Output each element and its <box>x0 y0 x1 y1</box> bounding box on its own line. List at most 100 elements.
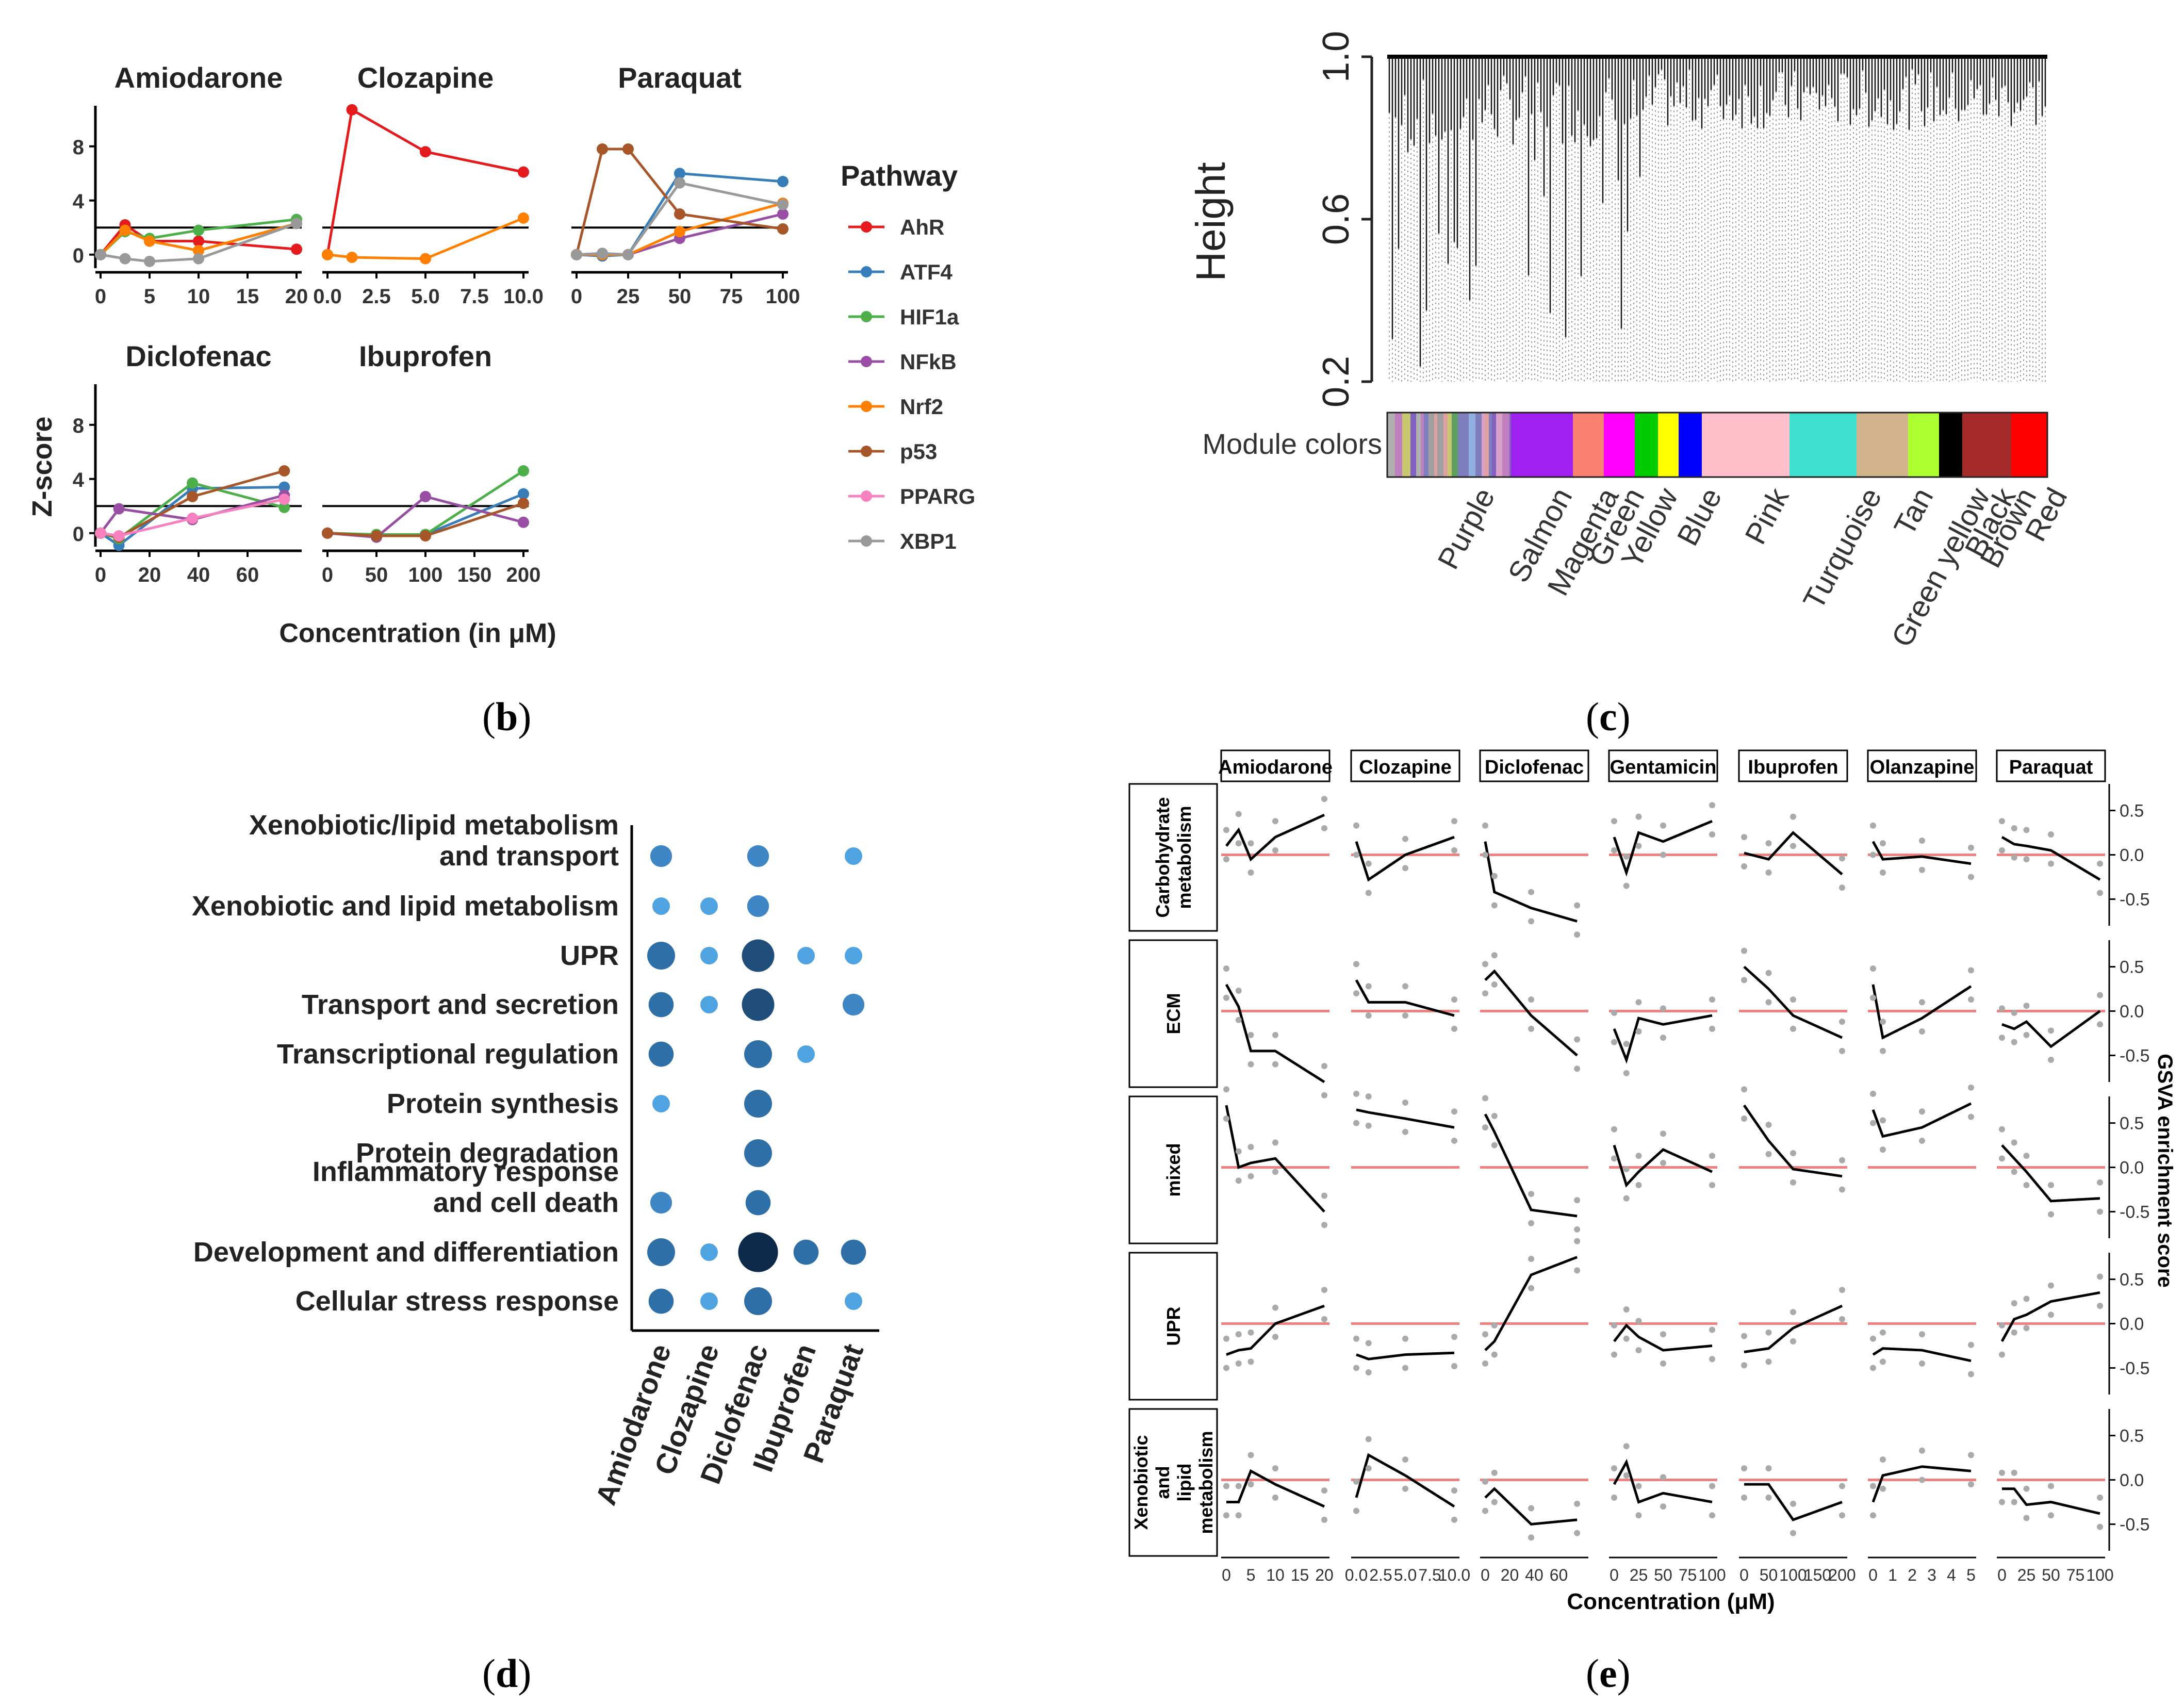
facet-title: Amiodarone <box>114 61 283 94</box>
gsva-x-tick-label: 0 <box>1868 1566 1878 1584</box>
facet-strip-label: Ibuprofen <box>1748 757 1838 778</box>
gsva-sample-point <box>1402 1335 1408 1342</box>
data-point <box>278 501 290 513</box>
gsva-sample-point <box>1709 1153 1715 1159</box>
gsva-mean-line <box>1484 969 1578 1057</box>
gsva-sample-point <box>1491 902 1498 909</box>
data-point <box>95 249 106 260</box>
x-tick-label: 60 <box>236 564 259 586</box>
gsva-sample-point <box>2023 1296 2030 1302</box>
gsva-sample-point <box>1574 931 1581 938</box>
gsva-sample-point <box>1870 1335 1876 1342</box>
x-tick-label: 2.5 <box>362 285 391 308</box>
facet-strip-label: Gentamicin <box>1610 757 1717 778</box>
dot-mark <box>650 1191 672 1214</box>
facet-diclofenac: Diclofenac 0 4 8 0 20 40 60 <box>73 340 302 586</box>
facet-title: Paraquat <box>618 61 742 94</box>
gsva-sample-point <box>1611 818 1617 825</box>
facet-strip-box <box>1867 749 1977 782</box>
data-point <box>674 226 685 238</box>
gsva-sample-point <box>1790 1179 1796 1186</box>
gsva-sample-point <box>1272 818 1278 825</box>
facet-strip-label: Clozapine <box>1359 757 1451 778</box>
data-point <box>346 104 358 116</box>
module-color-segment <box>1407 413 1410 477</box>
gsva-sample-point <box>1790 1309 1796 1316</box>
gsva-sample-point <box>1482 1360 1488 1367</box>
gsva-sample-point <box>1321 796 1327 802</box>
gsva-sample-point <box>1999 1322 2005 1329</box>
gsva-x-tick-label: 100 <box>1698 1566 1726 1584</box>
data-point <box>371 530 382 542</box>
data-point <box>420 146 431 158</box>
gsva-sample-point <box>1999 1126 2005 1133</box>
facet-paraquat: Paraquat 0 25 50 75 100 <box>571 61 800 308</box>
gsva-sample-point <box>1451 1137 1457 1144</box>
module-color-segment <box>1448 413 1452 477</box>
gsva-x-tick-label: 5 <box>1246 1566 1256 1584</box>
module-color-yellow <box>1658 413 1679 477</box>
module-color-segment <box>1434 413 1437 477</box>
gsva-sample-point <box>1482 1478 1488 1485</box>
gsva-sample-point <box>2097 1303 2103 1309</box>
gsva-x-tick-label: 25 <box>1630 1566 1648 1584</box>
gsva-sample-point <box>1741 1086 1747 1093</box>
gsva-sample-point <box>1321 1222 1327 1228</box>
module-color-segment <box>1506 413 1509 477</box>
facet-row-label: lipid <box>1174 1464 1195 1502</box>
gsva-sample-point <box>1870 1512 1876 1519</box>
gsva-sample-point <box>1574 1226 1581 1233</box>
module-color-segment <box>1428 413 1434 477</box>
gsva-sample-point <box>1482 990 1488 997</box>
gsva-sample-point <box>1741 947 1747 954</box>
gsva-sample-point <box>1611 1322 1617 1329</box>
facet-strip-box <box>1996 749 2106 782</box>
gsva-sample-point <box>1870 1365 1876 1371</box>
gsva-sample-point <box>1880 1019 1886 1025</box>
module-color-segment <box>1443 413 1448 477</box>
facet-strip-box <box>1220 749 1331 782</box>
gsva-sample-point <box>1353 961 1359 968</box>
gsva-sample-point <box>2023 827 2030 833</box>
dot-mark <box>700 1243 718 1261</box>
gsva-sample-point <box>1919 1108 1925 1115</box>
module-color-blue <box>1679 413 1702 477</box>
gsva-sample-point <box>1999 1155 2005 1162</box>
dot-row-label: Xenobiotic and lipid metabolism <box>192 891 619 922</box>
gsva-sample-point <box>1880 1047 1886 1054</box>
gsva-sample-point <box>1528 1220 1535 1226</box>
gsva-sample-point <box>1741 1362 1747 1369</box>
data-point <box>518 498 529 509</box>
module-name-label: Purple <box>1431 483 1501 575</box>
gsva-sample-point <box>1919 1477 1925 1483</box>
dot-mark <box>647 1238 675 1266</box>
facet-strip-label: Diclofenac <box>1485 757 1584 778</box>
gsva-sample-point <box>1223 965 1229 972</box>
gsva-sample-point <box>1611 1494 1617 1501</box>
series-line-pparg <box>100 498 285 537</box>
module-color-pink <box>1702 413 1789 477</box>
gsva-sample-point <box>2011 1499 2017 1505</box>
gsva-sample-point <box>1623 882 1630 889</box>
module-color-segment <box>1421 413 1424 477</box>
module-color-segment <box>1465 413 1469 477</box>
gsva-sample-point <box>1235 1512 1242 1519</box>
gsva-sample-point <box>1870 1090 1876 1097</box>
gsva-sample-point <box>1223 1365 1229 1371</box>
x-tick-label: 200 <box>506 564 541 586</box>
gsva-sample-point <box>2011 1139 2017 1146</box>
legend-swatch-dot <box>861 266 872 277</box>
gsva-mean-line <box>2002 1487 2100 1515</box>
gsva-sample-point <box>2048 1211 2054 1218</box>
x-tick-label: 75 <box>720 285 743 308</box>
gsva-sample-point <box>1491 1112 1498 1119</box>
gsva-mean-line <box>1613 1323 1713 1352</box>
gsva-x-tick-label: 7.5 <box>1418 1566 1441 1584</box>
module-color-green-yellow <box>1908 413 1939 477</box>
gsva-sample-point <box>1272 1334 1278 1340</box>
gsva-sample-point <box>1880 1456 1886 1463</box>
module-color-segment <box>1387 413 1395 477</box>
gsva-sample-point <box>1491 1499 1498 1505</box>
module-color-green <box>1635 413 1658 477</box>
